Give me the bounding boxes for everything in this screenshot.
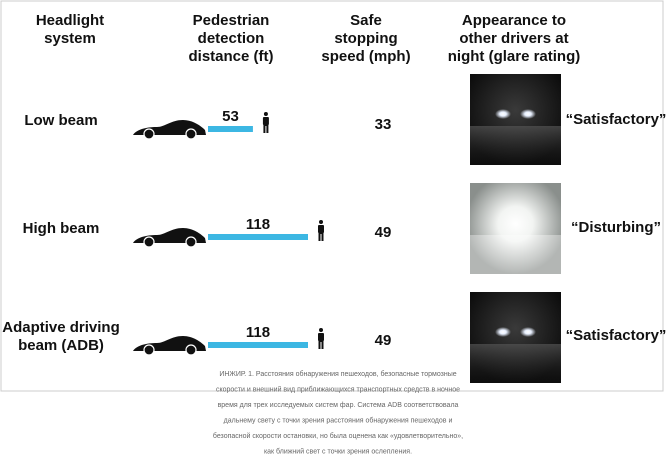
headlight: [520, 327, 536, 337]
column-header: Safe: [350, 12, 382, 29]
body: [318, 225, 324, 233]
body: [318, 333, 324, 341]
car-icon: [133, 120, 206, 140]
speed-label: 49: [375, 224, 392, 241]
distance-bar: [208, 342, 308, 348]
glare-photo: [470, 183, 561, 274]
glare-label: “Disturbing”: [571, 219, 661, 236]
row-label: High beam: [23, 220, 100, 237]
wheel: [143, 128, 155, 140]
glare-label: “Satisfactory”: [566, 111, 667, 128]
column-header: Pedestrian: [193, 12, 270, 29]
column-header: other drivers at: [459, 30, 568, 47]
column-header: stopping: [334, 30, 397, 47]
column-header: detection: [198, 30, 265, 47]
column-header: Headlight: [36, 12, 104, 29]
column-header: speed (mph): [321, 48, 410, 65]
speed-label: 33: [375, 116, 392, 133]
glare-photo: [470, 74, 561, 165]
caption-line: ИНЖИР. 1. Расстояния обнаружения пешеход…: [219, 370, 456, 378]
photo-road: [470, 344, 561, 383]
head: [319, 328, 323, 332]
wheel: [185, 128, 197, 140]
caption-line: скорости и внешний вид приближающихся тр…: [216, 385, 460, 393]
body: [262, 117, 269, 125]
distance-label: 118: [246, 216, 270, 233]
row-label: Adaptive driving: [2, 319, 120, 336]
column-header: distance (ft): [188, 48, 273, 65]
column-header: system: [44, 30, 96, 47]
wheel: [143, 236, 155, 248]
distance-bar: [208, 234, 308, 240]
column-header: Appearance to: [462, 12, 566, 29]
headlight: [495, 327, 511, 337]
caption-line: безопасной скорости остановки, но была о…: [213, 432, 463, 440]
caption-line: как ближний свет с точки зрения ослеплен…: [264, 447, 412, 455]
photo-bg: [470, 183, 561, 274]
caption-line: дальнему свету с точки зрения расстояния…: [224, 416, 453, 424]
glare-photo: [470, 292, 561, 383]
head: [319, 220, 323, 224]
wheel: [185, 236, 197, 248]
row-label: beam (ADB): [18, 337, 104, 354]
wheel: [143, 344, 155, 356]
caption-line: время для трех исследуемых систем фар. С…: [218, 402, 459, 409]
pedestrian-icon: [262, 112, 269, 133]
row-label: Low beam: [24, 112, 97, 129]
wheel: [185, 344, 197, 356]
photo-road: [470, 126, 561, 165]
column-header: night (glare rating): [448, 48, 581, 65]
distance-bar: [208, 126, 253, 132]
speed-label: 49: [375, 332, 392, 349]
headlight: [520, 109, 536, 119]
head: [263, 112, 268, 116]
photo-road: [470, 235, 561, 274]
pedestrian-icon: [318, 328, 324, 349]
headlight: [495, 109, 511, 119]
glare-label: “Satisfactory”: [566, 327, 667, 344]
distance-label: 53: [222, 108, 239, 125]
distance-label: 118: [246, 324, 270, 341]
car-icon: [133, 228, 206, 248]
pedestrian-icon: [318, 220, 324, 241]
car-icon: [133, 336, 206, 356]
